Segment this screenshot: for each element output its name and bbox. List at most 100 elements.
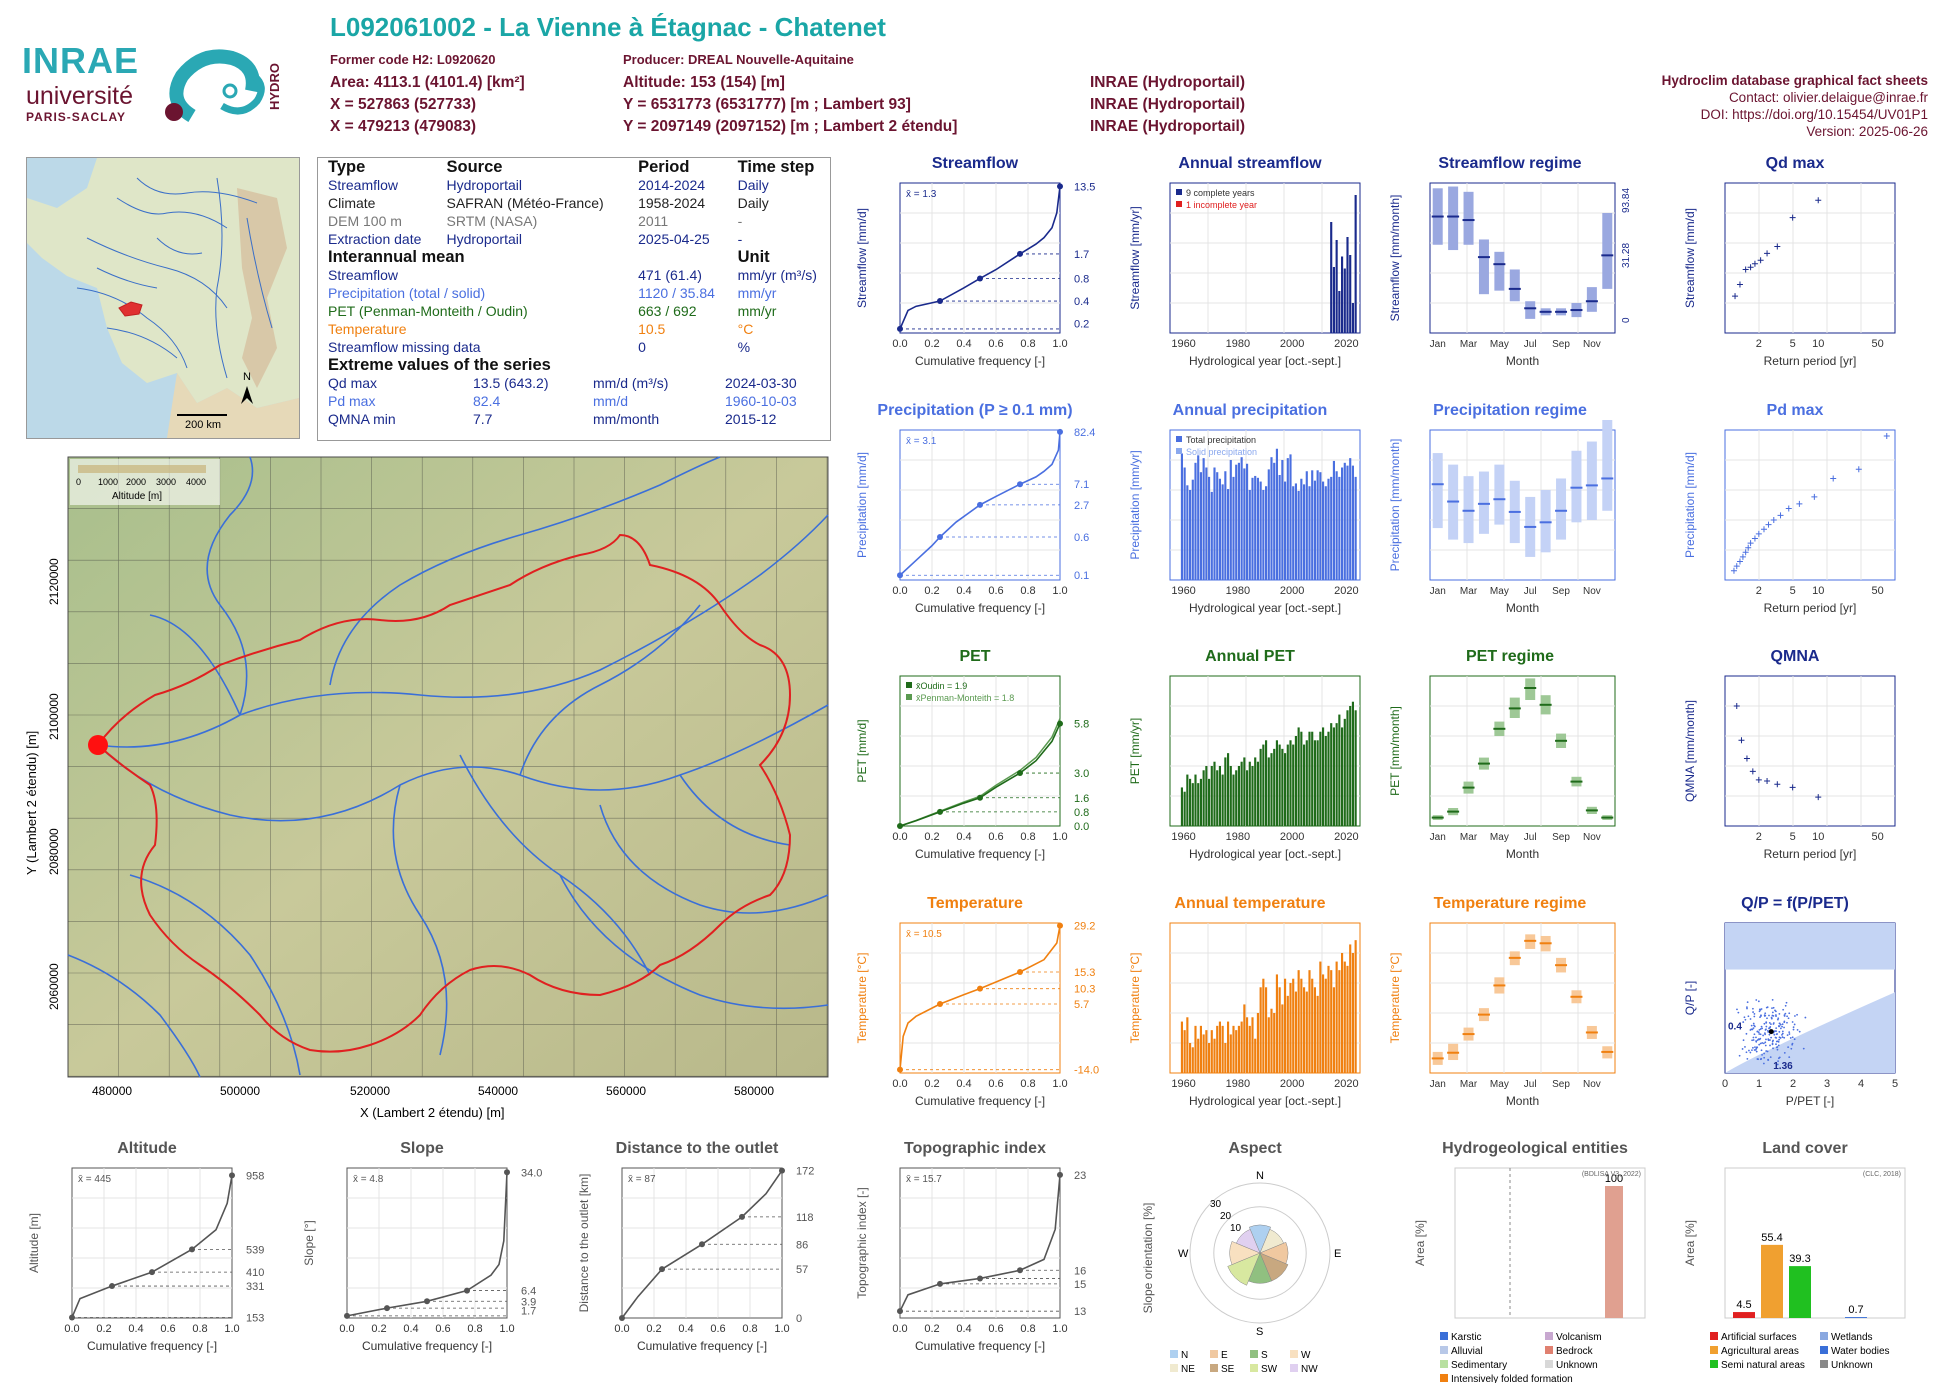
scatter-point: [1781, 1023, 1784, 1026]
quantile-point: [1017, 969, 1023, 975]
chart-svg: 1960 1980 2000 2020 Hydrological year [oct.-…: [1128, 922, 1361, 1108]
legend-swatch: [1290, 1350, 1298, 1358]
quantile-point: [977, 985, 983, 992]
series-line: [346, 1172, 508, 1317]
chart-svg: Jan Mar May Jul Sep Nov Month PET [mm/month]: [1388, 675, 1616, 861]
hydro-logo: [165, 49, 265, 123]
chart-svg: 1960 1980 2000 2020 Hydrological year [oct.-…: [1128, 182, 1361, 368]
data-point: [1751, 535, 1758, 542]
bar: [1246, 770, 1249, 826]
series-line: [899, 186, 1061, 330]
bar: [1267, 469, 1270, 580]
bar: [1189, 490, 1192, 580]
series-line: [899, 431, 1061, 576]
data-point: [1774, 243, 1781, 250]
regime-box: [1432, 453, 1443, 529]
scatter-point: [1763, 1015, 1766, 1017]
map-ytick: 2100000: [47, 693, 61, 740]
bar: [1335, 961, 1338, 1073]
scatter-point: [1771, 1007, 1773, 1010]
quantile-point: [897, 572, 903, 579]
row-period: 1958-2024: [638, 195, 706, 211]
right-tick-label: 118: [796, 1212, 814, 1224]
scatter-point: [1792, 1026, 1795, 1029]
bar: [1349, 944, 1352, 1073]
bar: [1322, 974, 1325, 1073]
mean-head: Interannual mean: [328, 248, 465, 266]
bar: [1218, 478, 1221, 580]
scatter-point: [1781, 1032, 1784, 1035]
legend-swatch: [1820, 1332, 1828, 1340]
scatter-point: [1759, 1042, 1762, 1045]
bar: [1300, 731, 1303, 826]
head-type: Type: [328, 158, 366, 176]
x-tick-label: Jan: [1430, 586, 1446, 597]
x-tick-label: 0.4: [128, 1323, 143, 1335]
scatter-point: [1764, 1012, 1767, 1015]
scatter-point: [1755, 1040, 1758, 1042]
legend-swatch: [1820, 1360, 1828, 1368]
right-tick-label: 93.84: [1621, 188, 1632, 213]
scatter-point: [1768, 1033, 1771, 1036]
bar: [1197, 1038, 1200, 1073]
map-xtick: 540000: [478, 1084, 518, 1098]
x-tick-label: 0.0: [892, 338, 907, 350]
bar: [1256, 761, 1259, 826]
aspect-wedge: [1248, 1224, 1272, 1254]
bar: [1286, 995, 1289, 1073]
row-step: -: [737, 231, 743, 247]
scatter-point: [1737, 1011, 1740, 1014]
right-tick-label: 13.5: [1074, 181, 1095, 193]
x-tick-label: 0.6: [988, 585, 1003, 597]
x-tick-label: 0.2: [924, 831, 939, 843]
right-tick-label: 1.6: [1074, 793, 1089, 805]
scatter-point: [1763, 1052, 1766, 1055]
right-tick-label: 331: [246, 1281, 264, 1293]
x-tick-label: Jan: [1430, 832, 1446, 843]
ring-label: 20: [1220, 1211, 1232, 1222]
extreme-value: 13.5 (643.2): [473, 375, 549, 391]
legend-label: Water bodies: [1831, 1346, 1890, 1357]
chart-title: Annual streamflow: [1178, 155, 1322, 172]
scatter-point: [1777, 1044, 1780, 1047]
scatter-point: [1770, 1016, 1773, 1019]
legend-label: N: [1181, 1350, 1188, 1361]
legend-label: SW: [1261, 1364, 1278, 1375]
scatter-point: [1779, 1023, 1782, 1026]
bar: [1194, 774, 1197, 826]
bar: [1199, 472, 1202, 580]
compass-w: W: [1178, 1248, 1189, 1260]
y-axis-label: Precipitation [mm/month]: [1388, 439, 1402, 572]
bar: [1332, 460, 1335, 580]
bar: [1303, 484, 1306, 580]
scatter-point: [1786, 1021, 1788, 1024]
scatter-point: [1761, 1027, 1764, 1030]
quantile-point: [344, 1312, 350, 1319]
bar: [1303, 744, 1306, 826]
y-axis-label: Altitude [m]: [27, 1213, 41, 1273]
scatter-point: [1779, 1037, 1782, 1039]
x-tick-label: 0.2: [96, 1323, 111, 1335]
mean-value: 0: [638, 339, 646, 355]
band-lower: [1725, 992, 1895, 1073]
bar: [1235, 464, 1238, 580]
scatter-point: [1775, 1040, 1778, 1043]
y-axis-label: Precipitation [mm/d]: [1683, 452, 1697, 558]
scatter-point: [1775, 1033, 1778, 1036]
bar: [1243, 1004, 1246, 1073]
bar: [1265, 486, 1268, 580]
data-point: [1855, 466, 1862, 473]
bar: [1265, 740, 1268, 826]
bar: [1216, 1025, 1219, 1073]
legend-swatch: [1545, 1332, 1553, 1340]
scatter-point: [1764, 1033, 1767, 1036]
x-tick-label: 5: [1790, 585, 1796, 597]
x-axis-label: Month: [1506, 354, 1539, 368]
chart-distance: Distance to the outlet 172 118 86 57 0 0.0 0.2 0…: [572, 1140, 822, 1380]
x-tick-label: 2020: [1334, 831, 1358, 843]
scatter-point: [1783, 1021, 1786, 1024]
legend-label: Intensively folded formation: [1451, 1374, 1573, 1383]
bar: [1278, 744, 1281, 826]
chart-title: Qd max: [1765, 155, 1825, 172]
bar: [1232, 774, 1235, 826]
